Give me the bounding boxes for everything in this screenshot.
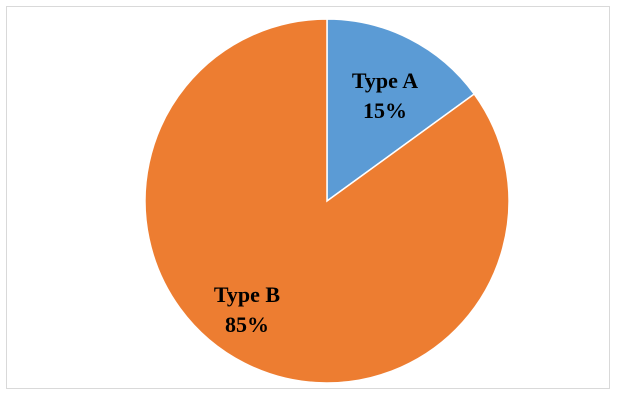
slice-value-type-a: 15% bbox=[363, 98, 407, 123]
pie-slices bbox=[144, 18, 510, 384]
pie-slice-type-a bbox=[326, 18, 476, 203]
slice-label-type-a: Type A bbox=[352, 68, 418, 93]
pie-slice-type-b bbox=[144, 18, 510, 384]
slice-value-type-b: 85% bbox=[225, 312, 269, 337]
slice-label-type-b: Type B bbox=[214, 282, 281, 307]
slice-labels: Type A 15% Type B 85% bbox=[214, 68, 418, 337]
